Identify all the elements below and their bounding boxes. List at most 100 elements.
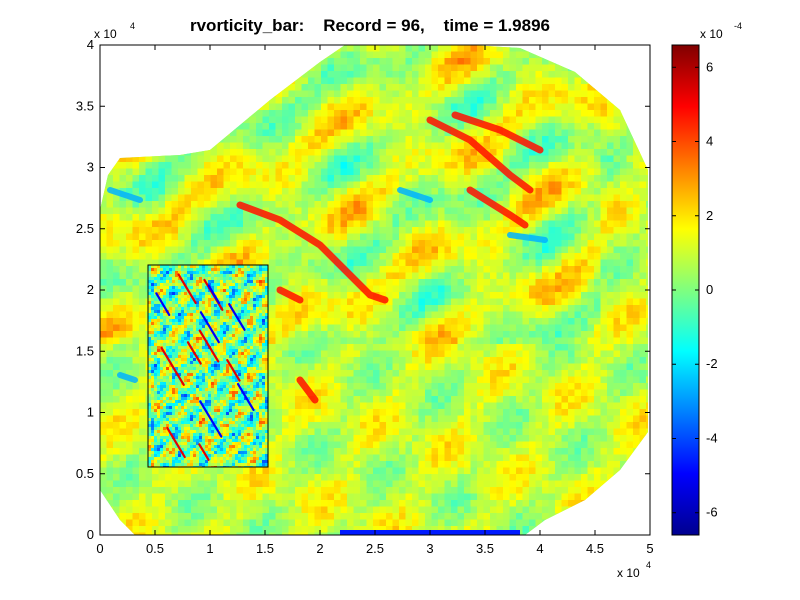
field-cell — [522, 188, 530, 195]
field-cell — [113, 162, 120, 169]
field-cell — [574, 409, 582, 416]
field-cell — [314, 285, 322, 293]
field-cell — [126, 383, 133, 390]
field-cell — [646, 396, 648, 403]
field-cell — [353, 116, 361, 124]
field-cell — [516, 71, 523, 78]
field-cell — [626, 285, 634, 293]
field-cell — [594, 396, 601, 403]
field-cell — [431, 207, 439, 215]
field-cell — [197, 240, 205, 247]
field-cell — [230, 149, 237, 156]
field-cell — [548, 285, 556, 293]
field-cell — [594, 311, 601, 319]
field-cell — [548, 214, 556, 221]
field-cell — [295, 155, 302, 163]
field-cell — [457, 214, 465, 221]
field-cell — [243, 116, 250, 124]
field-cell — [620, 331, 627, 338]
field-cell — [464, 64, 471, 72]
field-cell — [152, 220, 159, 228]
field-cell — [399, 279, 406, 286]
field-cell — [295, 363, 302, 371]
field-cell — [210, 220, 218, 228]
field-cell — [483, 58, 491, 65]
field-cell — [457, 181, 465, 189]
field-cell — [503, 45, 510, 52]
field-cell — [535, 175, 543, 182]
field-cell — [496, 71, 504, 78]
field-cell — [529, 370, 536, 377]
field-cell — [516, 207, 523, 215]
field-cell — [275, 324, 283, 332]
field-cell — [516, 58, 523, 65]
field-cell — [548, 311, 556, 319]
field-cell — [503, 266, 510, 273]
field-cell — [366, 344, 374, 351]
field-cell — [561, 272, 569, 280]
field-cell — [379, 149, 387, 156]
field-cell — [561, 64, 569, 72]
field-cell — [418, 370, 426, 377]
field-cell — [126, 175, 133, 182]
field-cell — [620, 233, 627, 241]
field-cell — [555, 188, 562, 195]
field-cell — [223, 162, 231, 169]
field-cell — [431, 324, 439, 332]
field-cell — [509, 363, 517, 371]
field-cell — [490, 246, 497, 254]
field-cell — [360, 84, 367, 91]
field-cell — [301, 305, 309, 312]
field-cell — [529, 344, 536, 351]
field-cell — [405, 142, 413, 150]
field-cell — [626, 207, 634, 215]
field-cell — [139, 350, 146, 358]
field-cell — [360, 318, 367, 325]
field-cell — [347, 350, 354, 358]
field-cell — [548, 383, 556, 390]
field-cell — [587, 396, 595, 403]
field-cell — [639, 285, 647, 293]
field-cell — [249, 123, 257, 130]
field-cell — [405, 45, 413, 52]
field-cell — [366, 409, 374, 416]
field-cell — [269, 350, 276, 358]
field-cell — [503, 233, 510, 241]
field-cell — [321, 331, 328, 338]
field-cell — [126, 298, 133, 306]
field-cell — [509, 422, 517, 429]
field-cell — [275, 259, 283, 267]
field-cell — [451, 194, 458, 202]
field-cell — [340, 220, 348, 228]
field-cell — [509, 103, 517, 111]
field-cell — [620, 363, 627, 371]
field-cell — [633, 266, 640, 273]
field-cell — [600, 363, 608, 371]
field-cell — [373, 396, 380, 403]
field-cell — [542, 266, 549, 273]
field-cell — [113, 350, 120, 358]
field-cell — [496, 84, 504, 91]
field-cell — [184, 194, 192, 202]
field-cell — [438, 175, 445, 182]
field-cell — [191, 175, 198, 182]
field-cell — [418, 71, 426, 78]
field-cell — [379, 344, 387, 351]
field-cell — [126, 357, 133, 364]
field-cell — [587, 259, 595, 267]
field-cell — [438, 409, 445, 416]
field-cell — [529, 162, 536, 169]
field-cell — [548, 253, 556, 260]
field-cell — [470, 155, 478, 163]
field-cell — [418, 337, 426, 345]
field-cell — [327, 110, 335, 117]
field-cell — [561, 168, 569, 176]
field-cell — [399, 64, 406, 72]
field-cell — [366, 253, 374, 260]
field-cell — [405, 337, 413, 345]
field-cell — [308, 376, 315, 384]
field-cell — [555, 155, 562, 163]
field-cell — [509, 51, 517, 59]
field-cell — [184, 201, 192, 208]
field-cell — [555, 71, 562, 78]
